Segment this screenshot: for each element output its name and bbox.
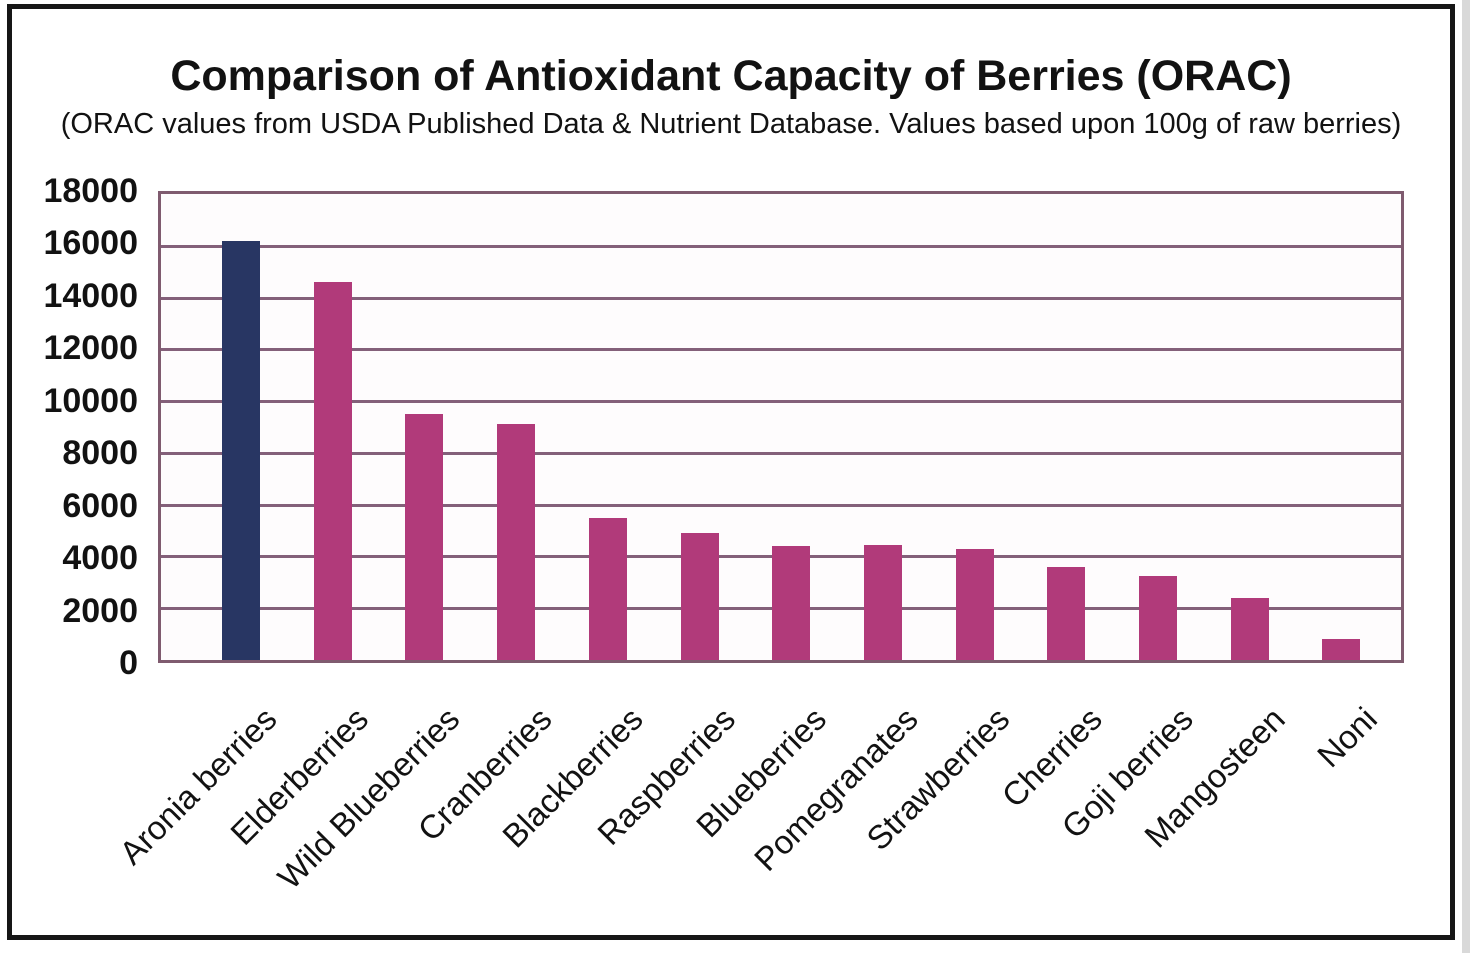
gridline-6000 [161,503,1401,507]
gridline-10000 [161,400,1401,404]
bar-strawberries [955,549,994,660]
bar-cranberries [497,424,536,660]
chart-title: Comparison of Antioxidant Capacity of Be… [170,52,1292,100]
y-tick-label-16000: 16000 [43,224,138,262]
y-tick-label-10000: 10000 [43,382,138,420]
bar-blackberries [588,518,627,660]
y-axis: 0 2000 4000 6000 8000 10000 12000 14000 16000 180… [0,172,138,682]
bar-blueberries [772,546,811,660]
bar-goji-berries [1139,576,1177,660]
bar-noni [1322,639,1361,660]
y-tick-label-2000: 2000 [62,592,138,630]
y-tick-label-4000: 4000 [62,539,138,577]
y-tick-label-0: 0 [119,644,138,682]
bar-mangosteen [1230,598,1269,660]
y-tick-label-6000: 6000 [62,487,138,525]
y-tick-label-18000: 18000 [43,172,138,210]
plot-area [158,191,1404,663]
y-tick-label-14000: 14000 [43,277,138,315]
bar-wild-blueberries [405,414,444,660]
chart-subtitle: (ORAC values from USDA Published Data & … [60,108,1402,140]
screenshot-edge-strip [1462,0,1470,953]
gridline-14000 [161,296,1401,300]
bar-elderberries [313,282,352,660]
gridline-8000 [161,451,1401,455]
bar-aronia-berries [222,241,260,660]
y-tick-label-12000: 12000 [43,329,138,367]
bar-raspberries [680,533,719,660]
bar-pomegranates [863,545,902,660]
gridline-12000 [161,348,1401,352]
gridline-16000 [161,244,1401,248]
bar-cherries [1047,567,1086,660]
y-tick-label-8000: 8000 [62,434,138,472]
